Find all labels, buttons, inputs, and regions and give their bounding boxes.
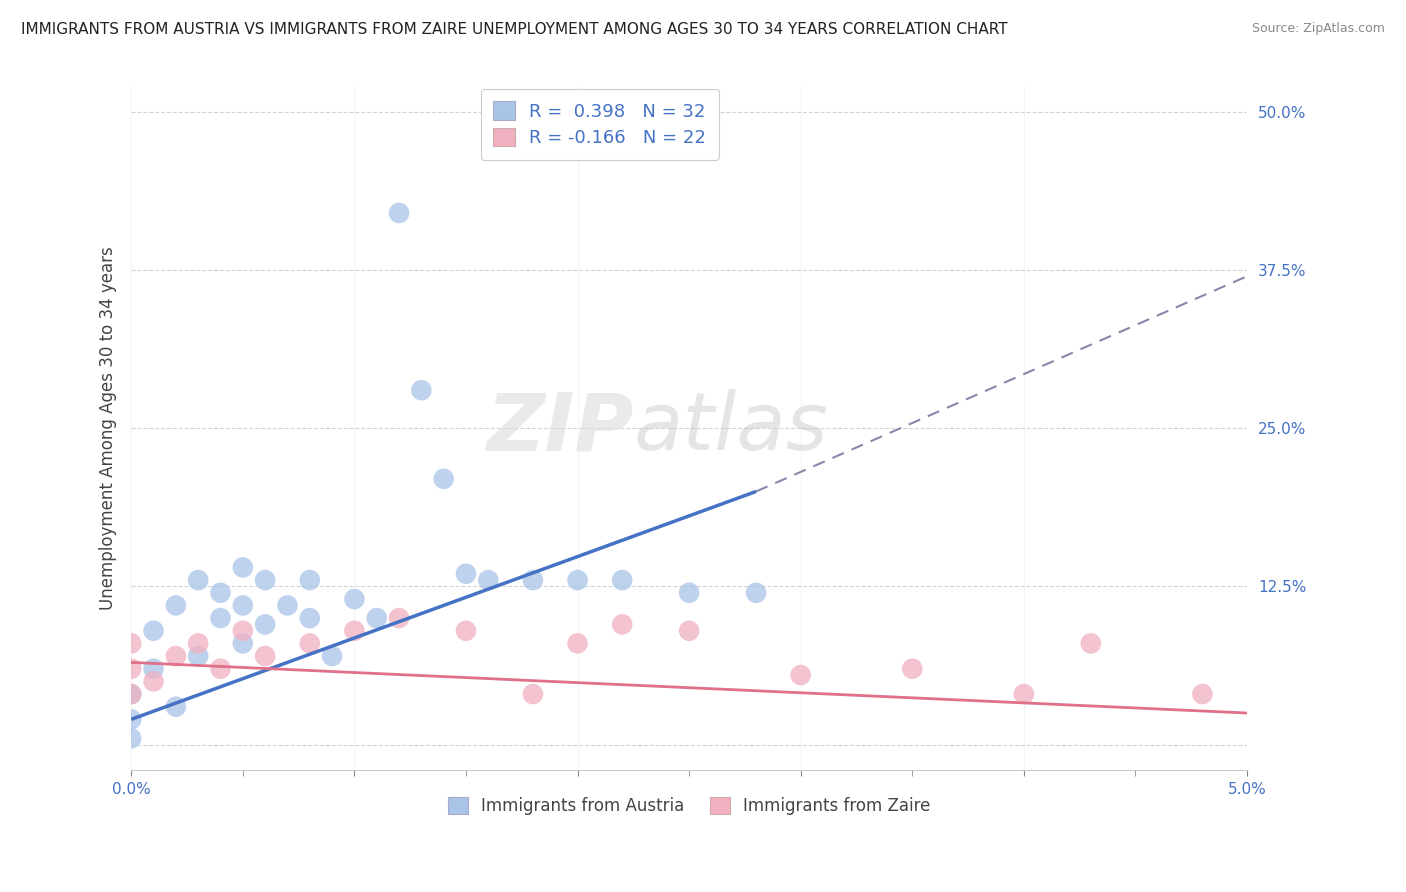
Point [1080,636,1102,650]
Text: IMMIGRANTS FROM AUSTRIA VS IMMIGRANTS FROM ZAIRE UNEMPLOYMENT AMONG AGES 30 TO 3: IMMIGRANTS FROM AUSTRIA VS IMMIGRANTS FR… [21,22,1008,37]
Point [454,566,477,581]
Point [321,648,343,663]
Text: atlas: atlas [633,389,828,467]
Point [522,687,544,701]
Point [343,624,366,638]
Point [142,662,165,676]
Point [165,599,187,613]
Point [477,573,499,587]
Point [745,586,768,600]
Point [209,662,232,676]
Point [209,586,232,600]
Point [612,573,634,587]
Point [567,573,589,587]
Point [901,662,924,676]
Point [187,636,209,650]
Point [454,624,477,638]
Point [232,624,254,638]
Point [254,648,277,663]
Point [165,648,187,663]
Point [254,617,277,632]
Point [789,668,811,682]
Point [411,383,433,397]
Point [1191,687,1213,701]
Point [276,599,298,613]
Point [187,573,209,587]
Point [142,624,165,638]
Point [343,592,366,607]
Text: ZIP: ZIP [486,389,633,467]
Point [567,636,589,650]
Point [254,573,277,587]
Point [612,617,634,632]
Point [678,586,700,600]
Point [433,472,456,486]
Point [298,636,321,650]
Point [142,674,165,689]
Point [187,648,209,663]
Point [388,611,411,625]
Point [232,599,254,613]
Point [120,731,142,746]
Text: Source: ZipAtlas.com: Source: ZipAtlas.com [1251,22,1385,36]
Point [120,687,142,701]
Y-axis label: Unemployment Among Ages 30 to 34 years: Unemployment Among Ages 30 to 34 years [100,246,117,610]
Point [120,662,142,676]
Point [120,687,142,701]
Point [678,624,700,638]
Point [120,712,142,726]
Point [209,611,232,625]
Point [1012,687,1035,701]
Point [522,573,544,587]
Point [388,206,411,220]
Point [366,611,388,625]
Point [120,636,142,650]
Point [232,636,254,650]
Legend: Immigrants from Austria, Immigrants from Zaire: Immigrants from Austria, Immigrants from… [440,789,939,823]
Point [298,573,321,587]
Point [232,560,254,574]
Point [298,611,321,625]
Point [165,699,187,714]
